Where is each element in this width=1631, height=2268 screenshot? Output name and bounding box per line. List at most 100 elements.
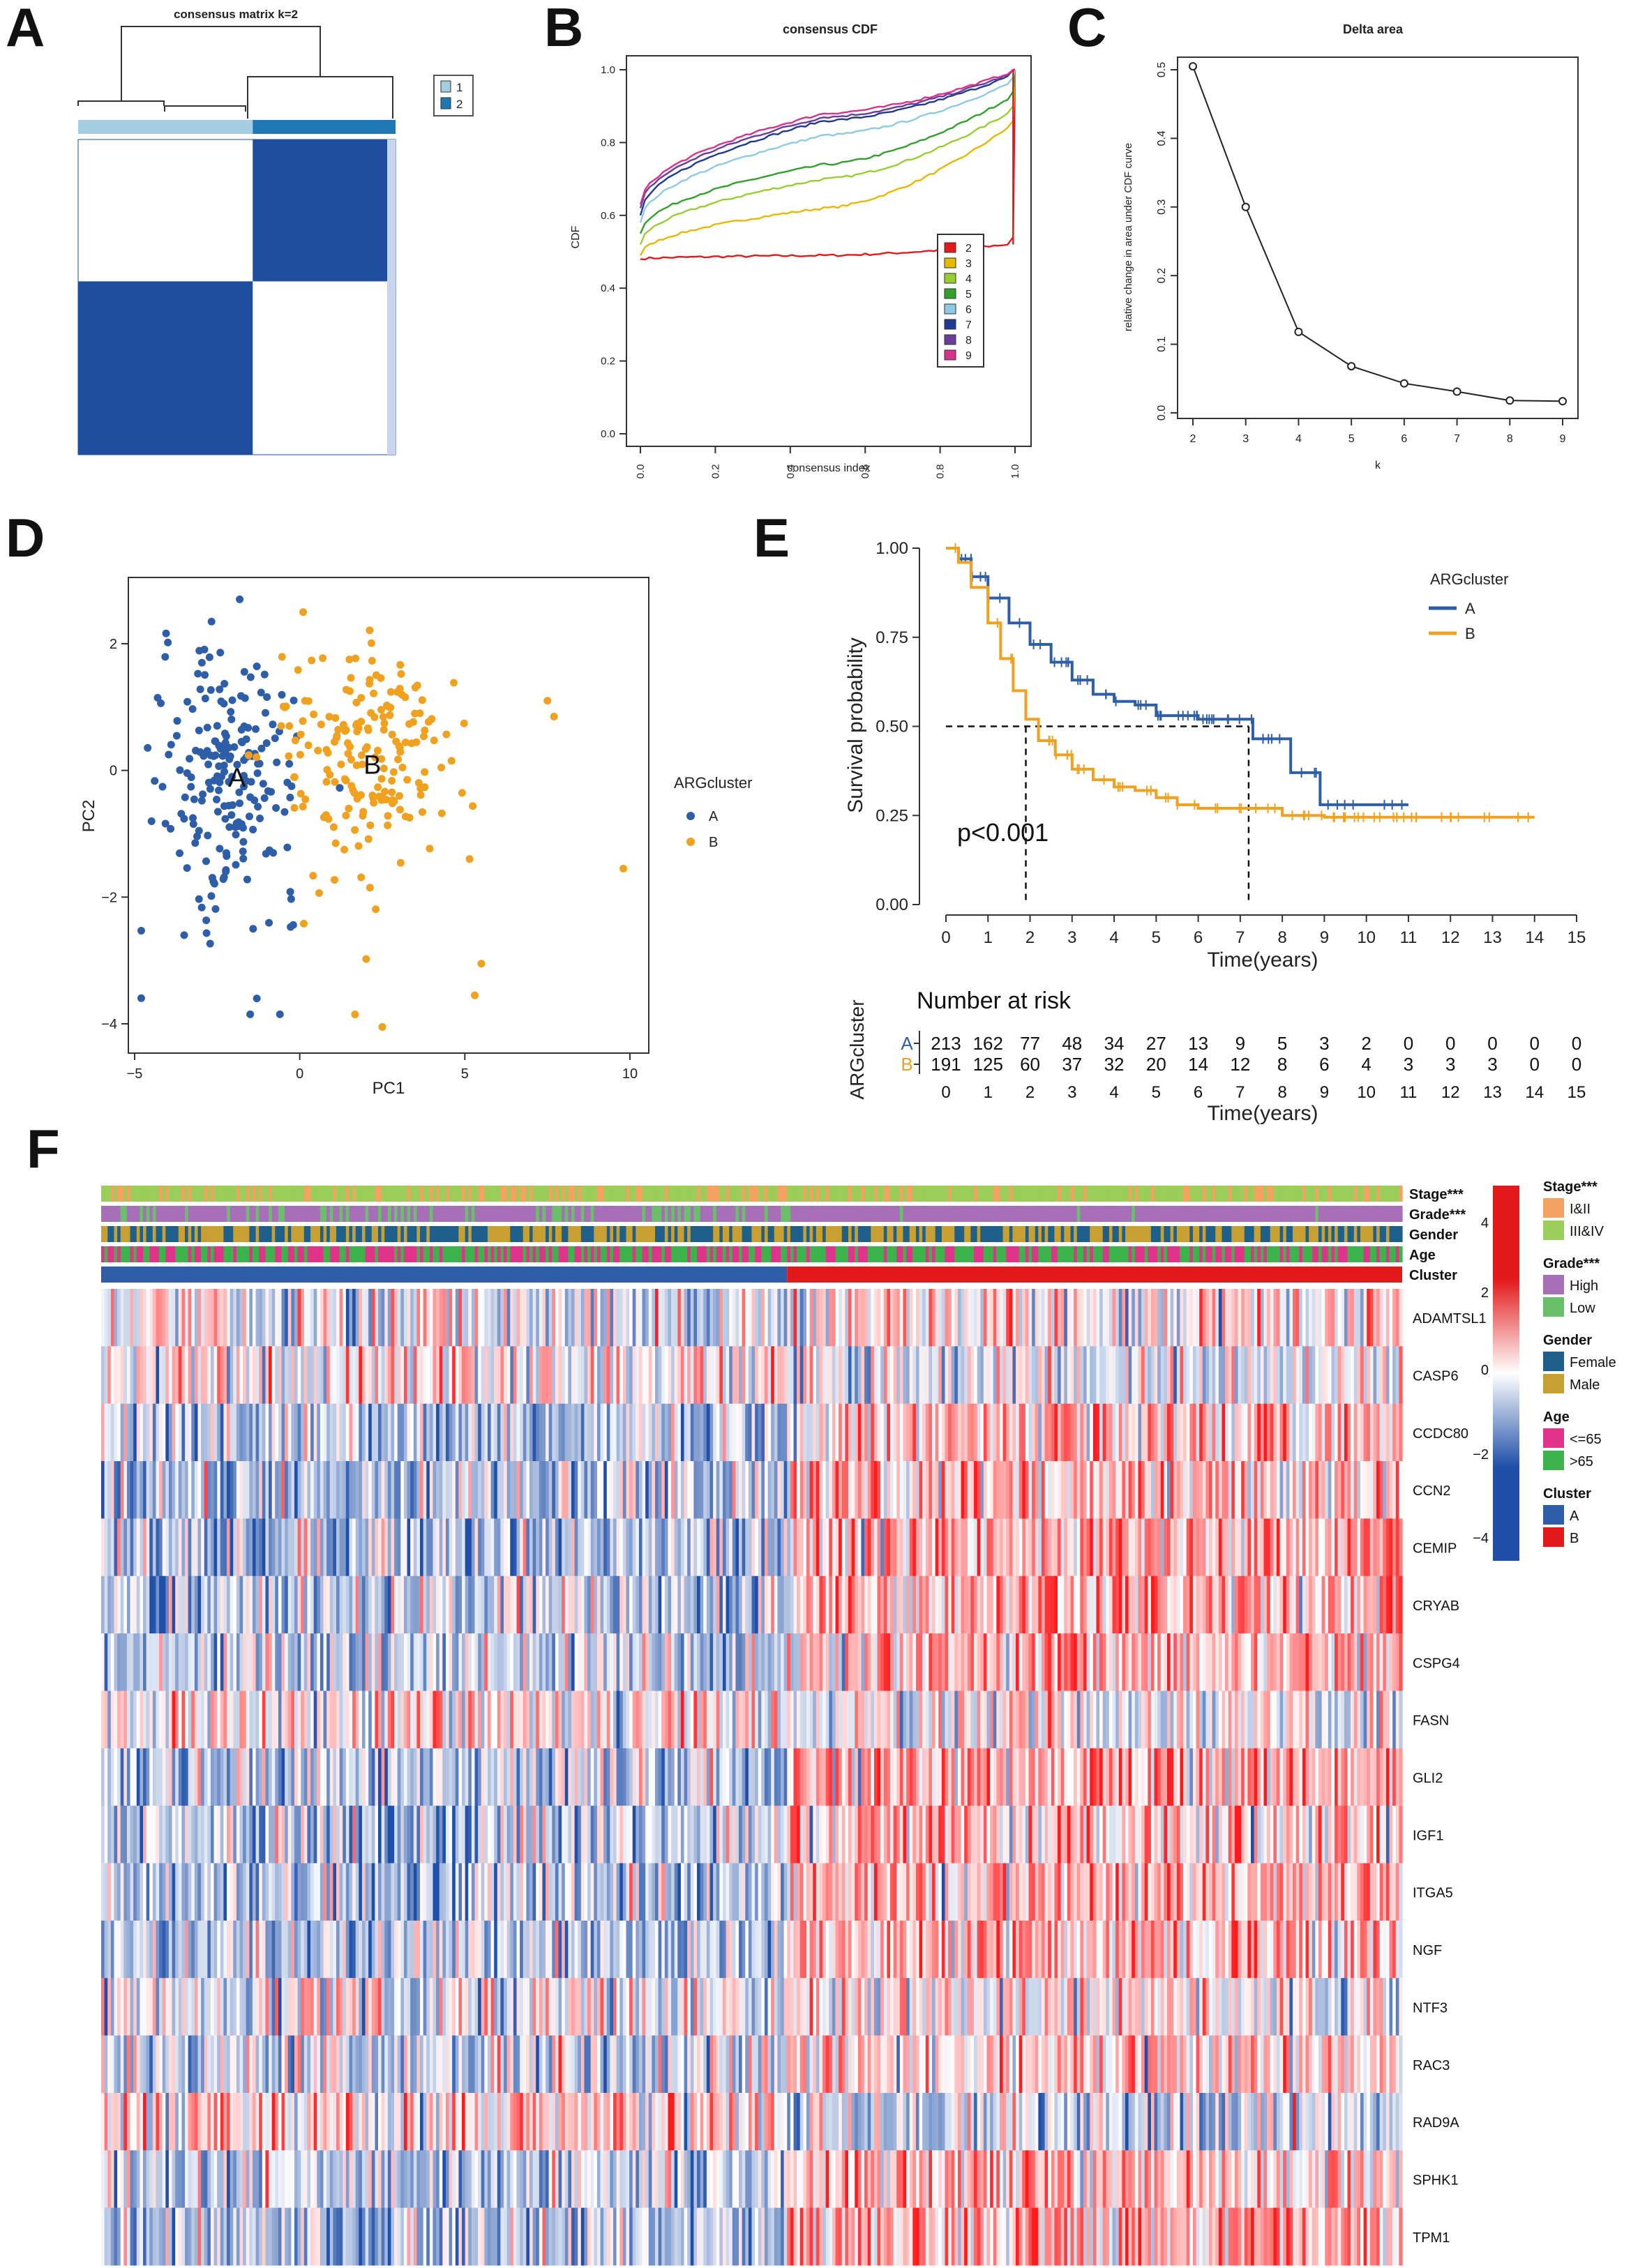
annotation-cell-gender <box>600 1226 604 1242</box>
heat-cell-cryab <box>223 1575 227 1634</box>
heat-cell-ccdc80 <box>410 1403 414 1462</box>
heat-cell-ccn2 <box>632 1461 636 1519</box>
heat-cell-ccdc80 <box>755 1403 759 1462</box>
heat-cell-casp6 <box>726 1346 730 1405</box>
heat-cell-ccdc80 <box>957 1403 962 1462</box>
point-a <box>207 617 216 626</box>
annotation-cell-grade <box>600 1206 604 1222</box>
heat-cell-adamtsl1 <box>1108 1289 1113 1347</box>
heat-cell-ccdc80 <box>558 1403 562 1462</box>
heat-cell-ccdc80 <box>652 1403 656 1462</box>
annotation-cell-age <box>719 1246 723 1262</box>
annotation-cell-gender <box>204 1226 208 1242</box>
heat-cell-cemip <box>1385 1518 1390 1577</box>
heat-cell-cryab <box>1286 1575 1291 1634</box>
annotation-cell-age <box>578 1246 582 1262</box>
heat-cell-adamtsl1 <box>929 1289 933 1347</box>
heat-cell-cryab <box>397 1575 401 1634</box>
heat-cell-ccdc80 <box>271 1403 276 1462</box>
heat-cell-adamtsl1 <box>1202 1289 1207 1347</box>
annotation-cell-grade <box>726 1206 730 1222</box>
point-b <box>347 674 355 682</box>
cdf-curve-k3 <box>639 69 1016 256</box>
annotation-cell-grade <box>1202 1206 1207 1222</box>
heat-cell-ccn2 <box>1385 1461 1390 1519</box>
heat-cell-ccdc80 <box>619 1403 624 1462</box>
annotation-cell-gender <box>246 1226 250 1242</box>
heat-cell-cemip <box>355 1518 359 1577</box>
annotation-cell-gender <box>243 1226 247 1242</box>
heat-cell-ccn2 <box>883 1461 887 1519</box>
heat-cell-cryab <box>336 1575 340 1634</box>
heat-cell-adamtsl1 <box>896 1289 901 1347</box>
heat-cell-cemip <box>652 1518 656 1577</box>
annotation-cell-stage <box>990 1186 994 1202</box>
heat-cell-cemip <box>1128 1518 1132 1577</box>
heat-cell-adamtsl1 <box>252 1289 257 1347</box>
heat-cell-ccn2 <box>1074 1461 1078 1519</box>
annotation-cell-age <box>580 1246 585 1262</box>
heat-cell-ccdc80 <box>873 1403 878 1462</box>
heat-cell-casp6 <box>1205 1346 1210 1405</box>
heat-cell-cryab <box>851 1575 855 1634</box>
heat-cell-adamtsl1 <box>677 1289 682 1347</box>
heat-cell-ccn2 <box>294 1461 299 1519</box>
annotation-cell-grade <box>877 1206 881 1222</box>
annotation-cell-grade <box>819 1206 823 1222</box>
annotation-cell-stage <box>484 1186 488 1202</box>
heat-cell-ccdc80 <box>1369 1403 1374 1462</box>
heat-cell-casp6 <box>130 1346 134 1405</box>
heat-cell-casp6 <box>1263 1346 1268 1405</box>
annotation-cell-age <box>397 1246 401 1262</box>
annotation-cell-stage <box>825 1186 829 1202</box>
heat-cell-cemip <box>513 1518 518 1577</box>
heat-cell-cryab <box>1080 1575 1084 1634</box>
heat-cell-cemip <box>1222 1518 1226 1577</box>
annotation-cell-grade <box>1254 1206 1258 1222</box>
heat-cell-casp6 <box>677 1346 682 1405</box>
annotation-cell-grade <box>697 1206 701 1222</box>
heat-cell-cspg4 <box>220 1633 225 1691</box>
heat-cell-ccdc80 <box>719 1403 723 1462</box>
annotation-cell-grade <box>246 1206 250 1222</box>
point-a <box>206 939 214 948</box>
annotation-cell-gender <box>1383 1226 1387 1242</box>
annotation-cell-grade <box>825 1206 829 1222</box>
heat-cell-cryab <box>932 1575 936 1634</box>
annotation-cell-stage <box>1212 1186 1216 1202</box>
point-b <box>346 687 354 695</box>
annotation-cell-age <box>732 1246 737 1262</box>
heat-cell-cemip <box>739 1518 743 1577</box>
heat-cell-casp6 <box>594 1346 598 1405</box>
annotation-cell-age <box>1009 1246 1014 1262</box>
heat-cell-cryab <box>1138 1575 1142 1634</box>
heat-cell-cspg4 <box>352 1633 356 1691</box>
annotation-cell-grade <box>1006 1206 1010 1222</box>
heat-cell-cspg4 <box>191 1633 195 1691</box>
point-a <box>200 645 209 653</box>
risk-time-label: 1 <box>984 1083 993 1102</box>
point-b <box>392 737 400 746</box>
heat-cell-cemip <box>1148 1518 1152 1577</box>
annotation-cell-gender <box>1209 1226 1213 1242</box>
heat-cell-cryab <box>980 1575 984 1634</box>
heat-cell-adamtsl1 <box>117 1289 121 1347</box>
heat-cell-casp6 <box>1086 1346 1090 1405</box>
heat-cell-ccdc80 <box>497 1403 502 1462</box>
heat-cell-cemip <box>600 1518 604 1577</box>
heat-cell-adamtsl1 <box>664 1289 669 1347</box>
risk-count: 3 <box>1319 1033 1329 1054</box>
heat-cell-cemip <box>938 1518 942 1577</box>
heat-cell-cryab <box>526 1575 530 1634</box>
heat-cell-ccdc80 <box>506 1403 511 1462</box>
heat-cell-ccdc80 <box>114 1403 118 1462</box>
annotation-cell-stage <box>797 1186 801 1202</box>
heat-cell-cemip <box>429 1518 434 1577</box>
heat-cell-cspg4 <box>217 1633 221 1691</box>
annotation-cell-age <box>961 1246 965 1262</box>
annotation-cell-grade <box>269 1206 273 1222</box>
annotation-cell-grade <box>172 1206 176 1222</box>
heat-cell-cspg4 <box>407 1633 411 1691</box>
heat-cell-casp6 <box>1247 1346 1252 1405</box>
heat-cell-ccdc80 <box>606 1403 610 1462</box>
